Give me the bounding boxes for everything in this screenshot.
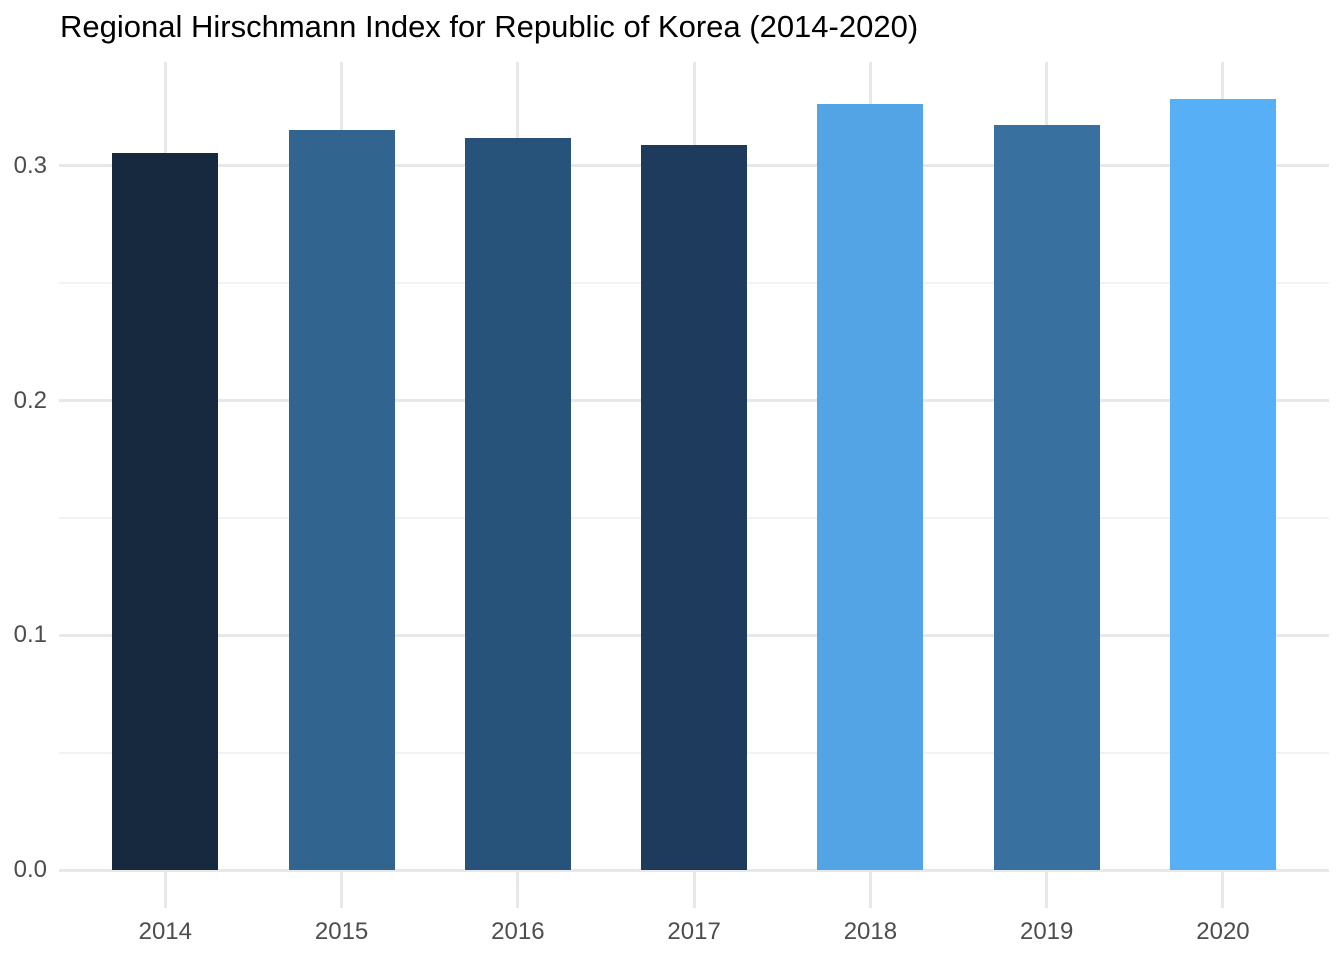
- chart-title: Regional Hirschmann Index for Republic o…: [60, 9, 919, 44]
- x-tick-label-2014: 2014: [138, 918, 192, 945]
- y-tick-label-0.1: 0.1: [13, 621, 47, 649]
- x-tick-label-2015: 2015: [314, 918, 369, 945]
- bar-2018: [817, 103, 924, 870]
- bar-2019: [993, 124, 1100, 870]
- bar-2016: [464, 137, 571, 870]
- bar-2017: [641, 144, 748, 870]
- plot-panel: [59, 62, 1329, 908]
- x-tick-label-2017: 2017: [667, 918, 721, 945]
- bar-2020: [1169, 99, 1276, 870]
- y-tick-label-0.3: 0.3: [13, 151, 47, 179]
- bar-2014: [112, 153, 219, 870]
- x-tick-label-2020: 2020: [1196, 918, 1250, 945]
- x-tick-label-2018: 2018: [843, 918, 898, 945]
- x-tick-label-2019: 2019: [1019, 918, 1074, 945]
- y-tick-label-0.0: 0.0: [13, 856, 47, 883]
- y-tick-label-0.2: 0.2: [13, 386, 47, 414]
- bar-2015: [288, 129, 395, 870]
- x-tick-label-2016: 2016: [491, 918, 545, 945]
